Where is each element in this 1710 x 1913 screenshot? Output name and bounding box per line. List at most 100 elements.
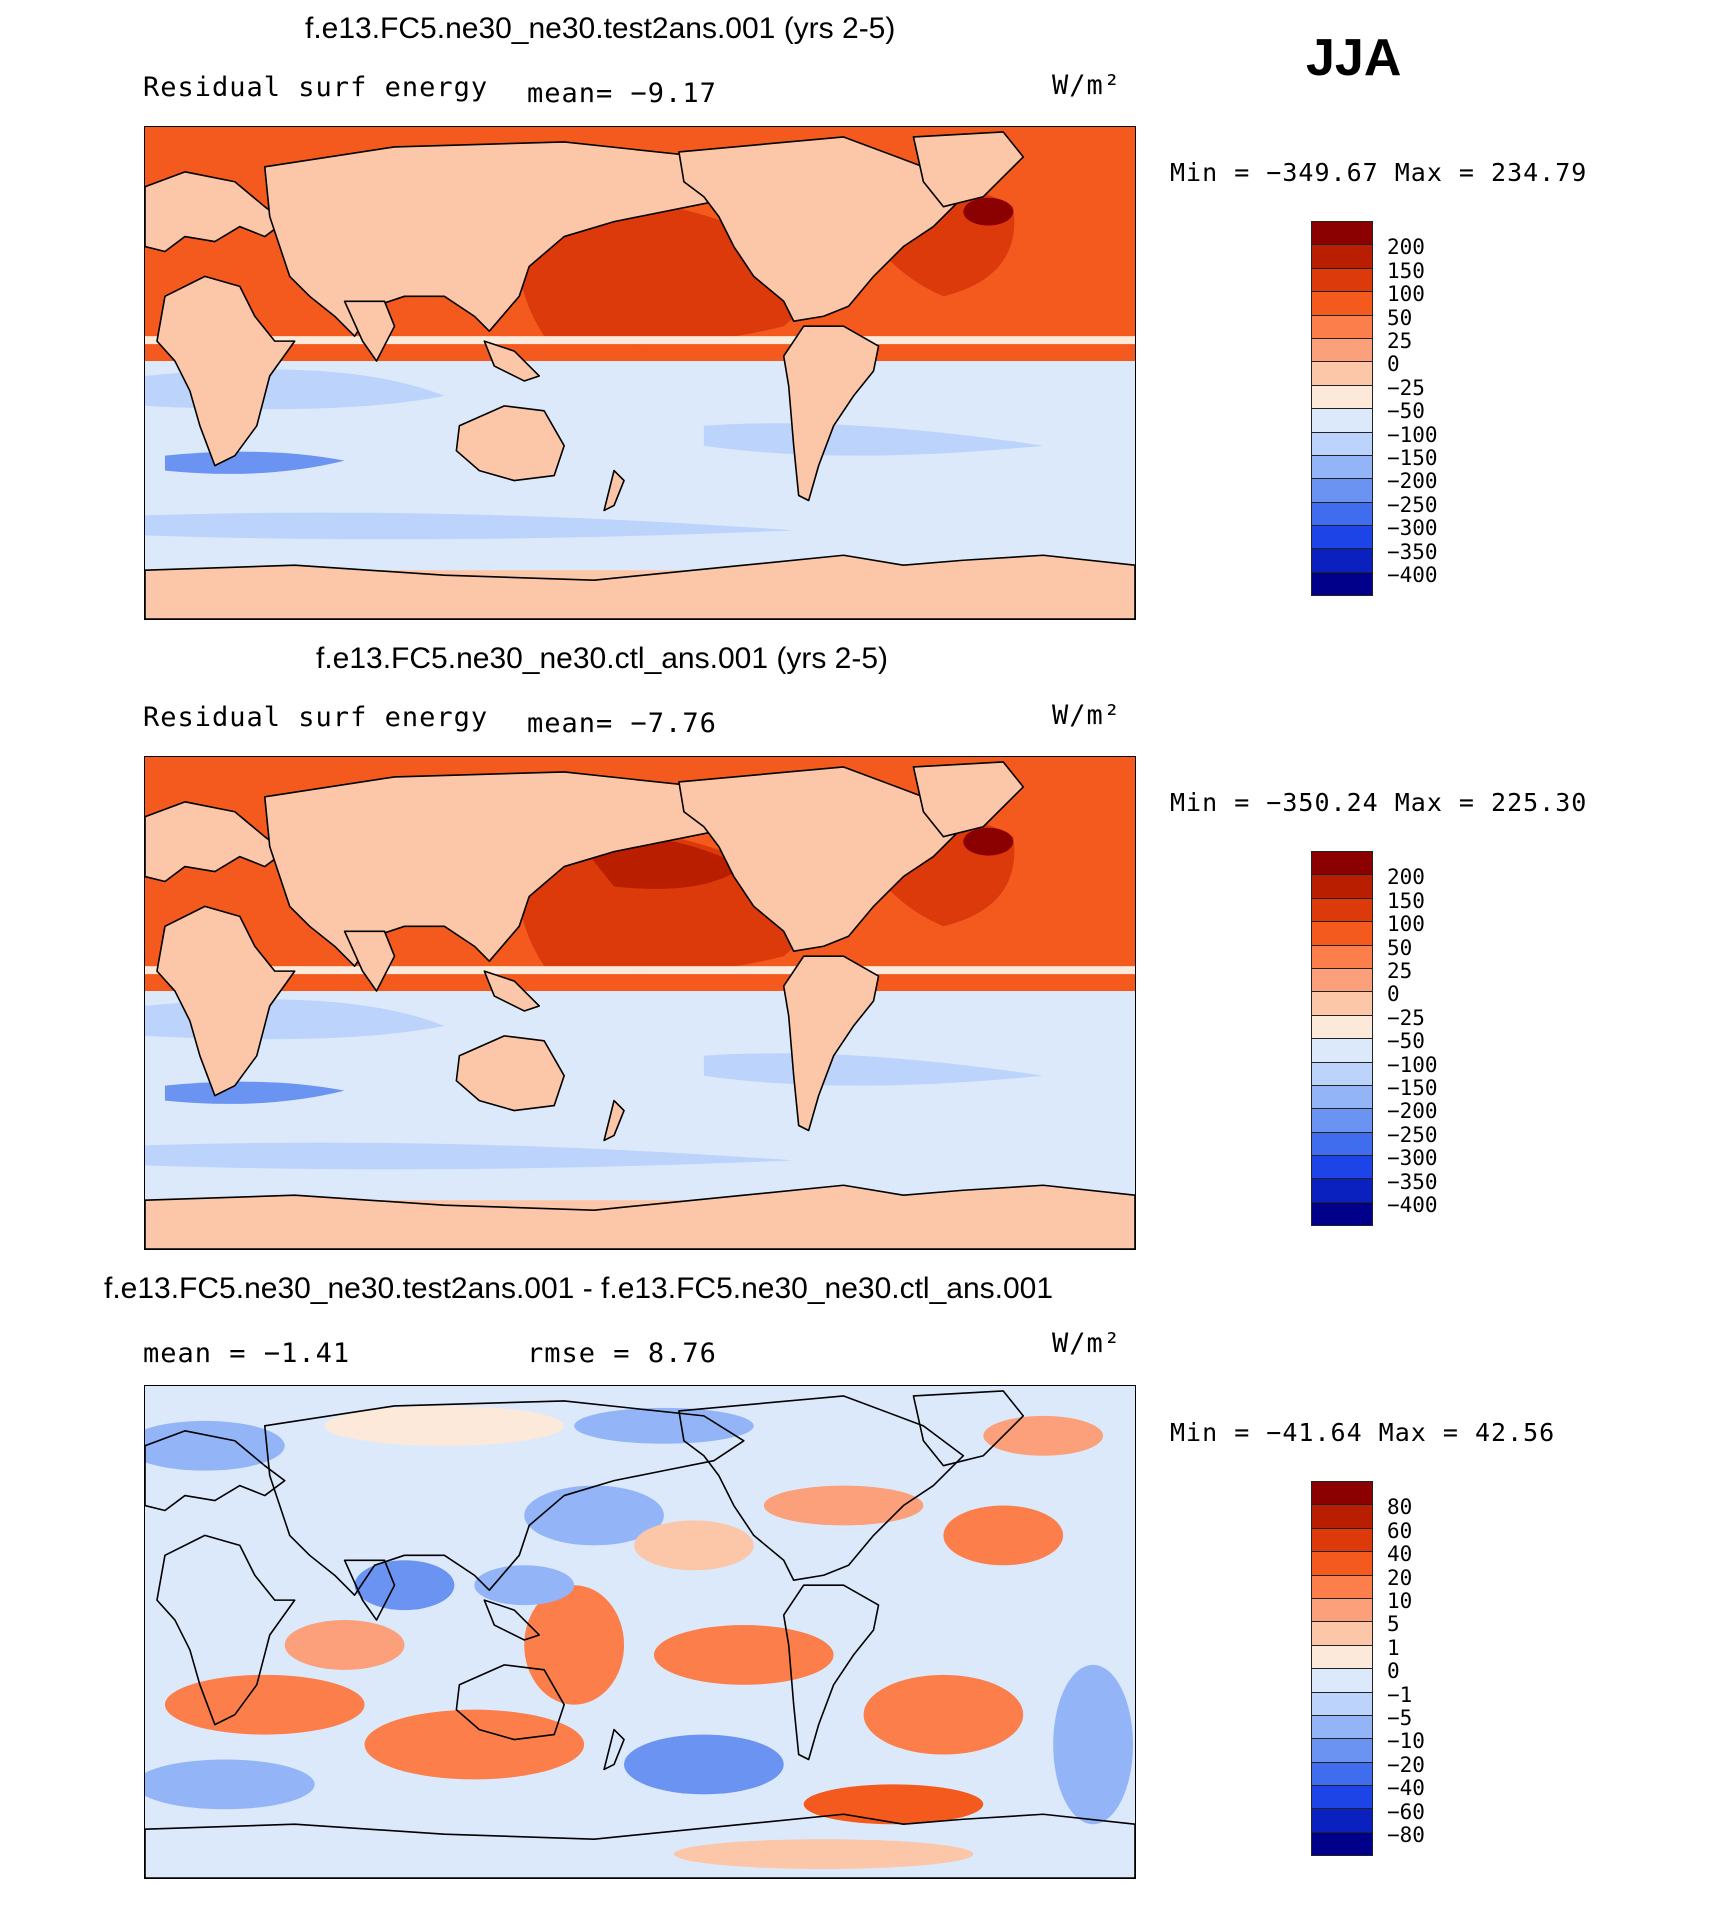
colorbar-tick-label: 50 <box>1387 935 1413 960</box>
panel-1-variable-label: Residual surf energy <box>143 72 489 103</box>
panel-1-units: W/m² <box>1052 70 1122 101</box>
colorbar-swatch <box>1311 548 1373 573</box>
colorbar-swatch <box>1311 1504 1373 1529</box>
panel-2-title: f.e13.FC5.ne30_ne30.ctl_ans.001 (yrs 2-5… <box>316 642 889 675</box>
colorbar-tick-label: 0 <box>1387 1659 1400 1684</box>
colorbar-tick-label: −100 <box>1387 422 1438 447</box>
colorbar-swatch <box>1311 1691 1373 1716</box>
colorbar-tick-label: −50 <box>1387 1029 1425 1054</box>
panel-2-units: W/m² <box>1052 700 1122 731</box>
colorbar-swatch <box>1311 874 1373 899</box>
colorbar-tick-label: 25 <box>1387 959 1413 983</box>
colorbar-tick-label: 0 <box>1387 352 1400 377</box>
colorbar-swatch <box>1311 1527 1373 1553</box>
panel-1-map <box>144 126 1136 620</box>
colorbar-tick-label: −400 <box>1387 563 1438 587</box>
panel-1-colorbar: 200 150 100 50 25 0 −25 −50 −100 −150 −200 −250 −300… <box>1311 221 1438 597</box>
panel-3-map <box>144 1385 1136 1879</box>
panel-2-mean-label: mean= −7.76 <box>527 708 717 739</box>
colorbar-tick-label: 80 <box>1387 1495 1413 1520</box>
colorbar-tick-label: −25 <box>1387 375 1425 400</box>
colorbar-swatch <box>1311 267 1373 293</box>
colorbar-swatch <box>1311 1621 1373 1646</box>
panel-3-mean-label: mean = −1.41 <box>143 1338 351 1369</box>
colorbar-tick-label: −300 <box>1387 516 1438 541</box>
colorbar-tick-label: −250 <box>1387 1122 1438 1147</box>
colorbar-tick-label: −150 <box>1387 446 1438 470</box>
colorbar-swatch <box>1311 1061 1373 1086</box>
colorbar-tick-label: −100 <box>1387 1052 1438 1077</box>
colorbar-swatch <box>1311 1178 1373 1203</box>
colorbar-swatch <box>1311 1038 1373 1063</box>
colorbar-tick-label: −200 <box>1387 469 1438 494</box>
colorbar-tick-label: −350 <box>1387 1169 1438 1194</box>
colorbar-swatch <box>1311 501 1373 527</box>
panel-3-units: W/m² <box>1052 1328 1122 1359</box>
colorbar-swatch <box>1311 408 1373 433</box>
colorbar-swatch <box>1311 361 1373 386</box>
panel-2-colorbar: 200 150 100 50 25 0 −25 −50 −100 −150 −200 −250 −300… <box>1311 851 1438 1227</box>
panel-1-title: f.e13.FC5.ne30_ne30.test2ans.001 (yrs 2-… <box>305 12 896 45</box>
panel-3-rmse-value: 8.76 <box>647 1338 717 1369</box>
colorbar-tick-label: −250 <box>1387 492 1438 517</box>
colorbar-swatch <box>1311 291 1373 316</box>
colorbar-tick-label: −50 <box>1387 399 1425 424</box>
colorbar-swatch <box>1311 897 1373 923</box>
colorbar-swatch <box>1311 431 1373 456</box>
colorbar-tick-label: 200 <box>1387 865 1425 890</box>
colorbar-swatch <box>1311 571 1373 597</box>
colorbar-tick-label: −200 <box>1387 1099 1438 1124</box>
colorbar-swatch <box>1311 1201 1373 1227</box>
colorbar-tick-label: 20 <box>1387 1565 1413 1590</box>
colorbar-tick-label: 25 <box>1387 329 1413 353</box>
colorbar-tick-label: 100 <box>1387 282 1425 307</box>
panel-2-minmax: Min = −350.24 Max = 225.30 <box>1170 788 1588 817</box>
panel-2-variable-label: Residual surf energy <box>143 702 489 733</box>
panel-3-rmse-label: rmse = 8.76 <box>527 1338 717 1369</box>
colorbar-swatch <box>1311 1084 1373 1110</box>
colorbar-swatch <box>1311 921 1373 946</box>
panel-1-minmax: Min = −349.67 Max = 234.79 <box>1170 158 1588 187</box>
colorbar-swatch <box>1311 337 1373 363</box>
colorbar-tick-label: −150 <box>1387 1076 1438 1100</box>
colorbar-tick-label: 50 <box>1387 305 1413 330</box>
panel-3-minmax: Min = −41.64 Max = 42.56 <box>1170 1418 1556 1447</box>
panel-1-mean-label: mean= −9.17 <box>527 78 717 109</box>
colorbar-swatch <box>1311 1644 1373 1670</box>
colorbar-tick-label: −20 <box>1387 1752 1425 1777</box>
colorbar-tick-label: 5 <box>1387 1612 1400 1637</box>
colorbar-tick-label: −25 <box>1387 1005 1425 1030</box>
colorbar-swatch <box>1311 1551 1373 1576</box>
colorbar-tick-label: 100 <box>1387 912 1425 937</box>
panel-3-title: f.e13.FC5.ne30_ne30.test2ans.001 - f.e13… <box>104 1272 1054 1305</box>
colorbar-tick-label: 200 <box>1387 235 1425 260</box>
colorbar-swatch <box>1311 1131 1373 1157</box>
colorbar-swatch <box>1311 1808 1373 1833</box>
panel-2-map <box>144 756 1136 1250</box>
colorbar-tick-label: −80 <box>1387 1823 1425 1847</box>
colorbar-swatch <box>1311 478 1373 503</box>
colorbar-tick-label: 1 <box>1387 1635 1400 1660</box>
colorbar-tick-label: −400 <box>1387 1193 1438 1217</box>
panel-3-mean-value: −1.41 <box>263 1338 351 1369</box>
panel-1-mean-value: −9.17 <box>630 78 717 109</box>
colorbar-swatch <box>1311 1597 1373 1623</box>
colorbar-tick-label: 0 <box>1387 982 1400 1007</box>
panel-2-mean-value: −7.76 <box>630 708 717 739</box>
colorbar-swatch <box>1311 1108 1373 1133</box>
colorbar-swatch <box>1311 1668 1373 1693</box>
colorbar-swatch <box>1311 221 1373 246</box>
colorbar-swatch <box>1311 1738 1373 1763</box>
colorbar-tick-label: 60 <box>1387 1518 1413 1543</box>
colorbar-swatch <box>1311 314 1373 339</box>
colorbar-swatch <box>1311 944 1373 969</box>
colorbar-swatch <box>1311 991 1373 1016</box>
colorbar-swatch <box>1311 1014 1373 1040</box>
colorbar-swatch <box>1311 1574 1373 1599</box>
colorbar-swatch <box>1311 384 1373 410</box>
colorbar-swatch <box>1311 244 1373 269</box>
colorbar-swatch <box>1311 851 1373 876</box>
colorbar-swatch <box>1311 967 1373 993</box>
colorbar-tick-label: −5 <box>1387 1706 1413 1730</box>
colorbar-swatch <box>1311 454 1373 480</box>
